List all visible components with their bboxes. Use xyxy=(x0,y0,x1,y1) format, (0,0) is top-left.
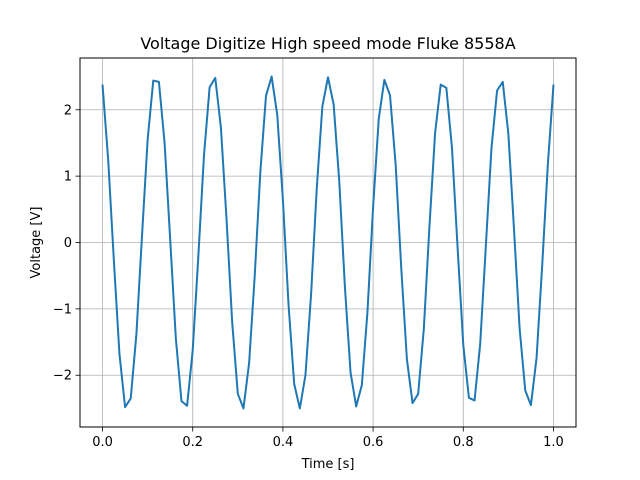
x-tick-label: 0.0 xyxy=(92,435,113,450)
y-tick-label: 1 xyxy=(64,170,72,185)
grid xyxy=(80,58,576,427)
y-axis: −2 −1 0 1 2 xyxy=(53,103,80,384)
y-tick-label: 0 xyxy=(64,236,72,251)
plot-area xyxy=(101,75,555,410)
x-axis-label: Time [s] xyxy=(301,457,355,472)
x-tick-label: 0.8 xyxy=(453,435,474,450)
y-tick-label: −2 xyxy=(53,369,72,384)
chart-title: Voltage Digitize High speed mode Fluke 8… xyxy=(140,34,515,53)
y-tick-label: 2 xyxy=(64,103,72,118)
x-tick-label: 1.0 xyxy=(543,435,564,450)
x-axis: 0.0 0.2 0.4 0.6 0.8 1.0 xyxy=(92,427,564,450)
x-tick-label: 0.2 xyxy=(182,435,203,450)
x-tick-label: 0.4 xyxy=(273,435,294,450)
y-tick-label: −1 xyxy=(53,302,72,317)
series-line-voltage xyxy=(101,75,555,410)
y-axis-label: Voltage [V] xyxy=(29,207,44,279)
x-tick-label: 0.6 xyxy=(363,435,384,450)
